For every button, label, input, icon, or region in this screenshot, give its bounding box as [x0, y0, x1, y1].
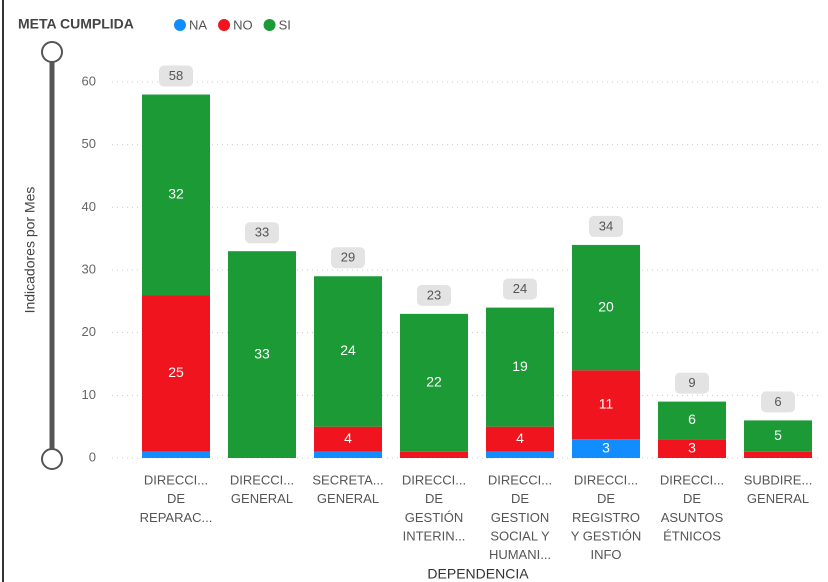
- bar-segment: [486, 426, 554, 452]
- x-tick-label: DE: [597, 491, 615, 506]
- data-label: 4: [516, 430, 524, 446]
- x-tick-label: DIRECCI...: [144, 472, 208, 487]
- total-label: 6: [774, 394, 781, 409]
- y-tick-label: 20: [82, 324, 96, 339]
- x-tick-label: DE: [167, 491, 185, 506]
- data-label: 5: [774, 427, 782, 443]
- total-label: 24: [513, 281, 527, 296]
- x-tick-label: HUMANI...: [489, 547, 551, 562]
- x-tick-label: REPARAC...: [140, 510, 213, 525]
- x-tick-label: DE: [511, 491, 529, 506]
- legend-label: SI: [279, 17, 291, 32]
- total-badge: [417, 284, 451, 306]
- data-label: 11: [599, 395, 614, 411]
- total-badge: [331, 247, 365, 269]
- bar-segment: [400, 451, 468, 458]
- bar-segment: [744, 451, 812, 458]
- legend-marker: [218, 19, 231, 31]
- data-label: 3: [602, 439, 610, 455]
- x-tick-label: GENERAL: [231, 491, 293, 506]
- y-tick-label: 10: [82, 387, 96, 402]
- data-label: 24: [340, 342, 356, 358]
- bar-segment: [314, 451, 382, 458]
- bar-segment: [744, 420, 812, 452]
- y-tick-label: 40: [82, 199, 96, 214]
- x-tick-label: DE: [683, 491, 701, 506]
- x-tick-label: INFO: [590, 547, 621, 562]
- y-tick-label: 50: [82, 136, 96, 151]
- bar-segment: [314, 276, 382, 427]
- bar-segment: [142, 451, 210, 458]
- x-tick-label: SOCIAL Y: [490, 529, 550, 544]
- legend-label: NO: [233, 17, 253, 32]
- total-badge: [761, 391, 795, 413]
- x-tick-label: INTERIN...: [403, 529, 466, 544]
- data-label: 20: [598, 298, 614, 314]
- bar-segment: [658, 439, 726, 458]
- x-tick-label: DIRECCI...: [488, 472, 552, 487]
- x-tick-label: Y GESTIÓN: [571, 529, 642, 544]
- bar-segment: [142, 94, 210, 296]
- data-label: 32: [168, 186, 184, 202]
- x-tick-label: ÉTNICOS: [663, 529, 721, 544]
- legend-label: NA: [189, 17, 207, 32]
- x-tick-label: SECRETA...: [312, 472, 383, 487]
- x-tick-label: DE: [425, 491, 443, 506]
- x-tick-label: GENERAL: [747, 491, 809, 506]
- legend-title: META CUMPLIDA: [18, 16, 134, 32]
- x-tick-label: GENERAL: [317, 491, 379, 506]
- total-badge: [589, 215, 623, 237]
- data-label: 19: [512, 358, 528, 374]
- bar-segment: [400, 313, 468, 452]
- data-label: 25: [168, 364, 184, 380]
- legend-marker: [263, 19, 276, 31]
- total-label: 58: [169, 68, 183, 83]
- total-label: 34: [599, 218, 613, 233]
- x-axis-title: DEPENDENCIA: [427, 566, 529, 582]
- data-label: 3: [688, 439, 696, 455]
- bar-segment: [142, 295, 210, 452]
- y-tick-label: 60: [82, 73, 96, 88]
- data-label: 33: [254, 345, 270, 361]
- y-tick-label: 0: [89, 449, 96, 464]
- total-badge: [675, 372, 709, 394]
- total-label: 9: [688, 375, 695, 390]
- total-label: 29: [341, 250, 355, 265]
- total-label: 33: [255, 225, 269, 240]
- bar-segment: [486, 451, 554, 458]
- data-label: 4: [344, 430, 352, 446]
- data-label: 6: [688, 411, 696, 427]
- total-badge: [159, 65, 193, 87]
- x-tick-label: GESTIÓN: [405, 510, 464, 525]
- legend: NA NO SI: [174, 17, 291, 32]
- bar-segment: [228, 251, 296, 458]
- x-tick-label: SUBDIRE...: [744, 472, 813, 487]
- bar-segment: [658, 401, 726, 440]
- bar-segment: [314, 426, 382, 452]
- y-tick-label: 30: [82, 261, 96, 276]
- bar-segment: [572, 244, 640, 371]
- slider-handle[interactable]: [41, 448, 63, 470]
- x-tick-label: REGISTRO: [572, 510, 640, 525]
- x-tick-label: DIRECCI...: [230, 472, 294, 487]
- x-tick-label: ASUNTOS: [661, 510, 724, 525]
- bar-segment: [572, 370, 640, 440]
- x-tick-label: DIRECCI...: [660, 472, 724, 487]
- total-badge: [503, 278, 537, 300]
- total-badge: [245, 222, 279, 244]
- x-tick-label: DIRECCI...: [574, 472, 638, 487]
- y-axis-title: Indicadores por Mes: [22, 187, 38, 314]
- data-label: 22: [426, 374, 442, 390]
- x-tick-label: GESTION: [491, 510, 550, 525]
- bar-segment: [486, 307, 554, 427]
- bar-segment: [572, 439, 640, 458]
- legend-marker: [174, 19, 186, 31]
- total-label: 23: [427, 287, 441, 302]
- slider-handle[interactable]: [41, 41, 63, 63]
- x-tick-label: DIRECCI...: [402, 472, 466, 487]
